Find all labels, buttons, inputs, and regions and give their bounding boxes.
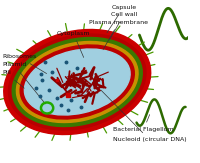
Text: Nucleoid (circular DNA): Nucleoid (circular DNA) bbox=[101, 90, 187, 142]
Ellipse shape bbox=[12, 37, 142, 126]
Ellipse shape bbox=[24, 49, 130, 115]
Ellipse shape bbox=[20, 45, 134, 119]
Text: Plasma membrane: Plasma membrane bbox=[89, 20, 148, 50]
Ellipse shape bbox=[4, 30, 151, 134]
Text: Ribosomes: Ribosomes bbox=[2, 54, 47, 74]
Text: Bacterial Flagellum: Bacterial Flagellum bbox=[113, 115, 174, 133]
Ellipse shape bbox=[8, 34, 146, 130]
Text: Pili: Pili bbox=[2, 71, 24, 88]
Ellipse shape bbox=[16, 42, 138, 123]
Text: Capsule: Capsule bbox=[107, 5, 136, 33]
Text: Cytoplasm: Cytoplasm bbox=[57, 30, 90, 57]
Text: Cell wall: Cell wall bbox=[110, 12, 137, 40]
Text: Plasmid: Plasmid bbox=[2, 62, 45, 104]
